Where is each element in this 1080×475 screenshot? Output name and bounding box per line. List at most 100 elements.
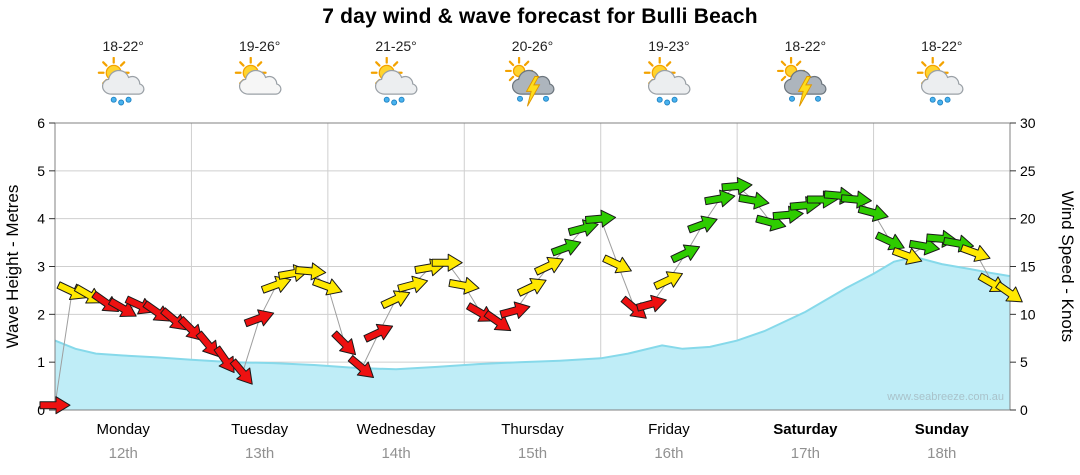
- left-axis-tick-label: 1: [37, 354, 45, 370]
- wind-arrow-icon: [107, 297, 137, 317]
- sun-ray: [238, 61, 245, 67]
- wind-arrow-icon: [534, 256, 564, 276]
- wind-arrow-icon: [331, 330, 357, 356]
- wind-arrow-icon: [56, 281, 87, 301]
- cloud-icon: [647, 69, 691, 95]
- left-axis-tick-label: 5: [37, 163, 45, 179]
- rain-drop-icon: [929, 96, 936, 103]
- day-column-sunday: 18-22°: [874, 38, 1010, 109]
- right-axis-tick-label: 0: [1020, 402, 1028, 418]
- date-label: 16th: [654, 445, 683, 462]
- sun-ray: [102, 61, 108, 67]
- day-column-thursday: 20-26°: [465, 38, 601, 109]
- lightning-icon: [798, 76, 813, 107]
- sun-ray: [375, 61, 381, 67]
- wind-arrow-icon: [567, 219, 599, 237]
- date-label: 14th: [381, 445, 410, 462]
- wind-arrow-icon: [891, 247, 923, 265]
- wind-arrow-icon: [39, 396, 71, 415]
- right-axis-tick-label: 20: [1020, 211, 1036, 227]
- wind-arrow-icon: [499, 301, 531, 319]
- sun-ray: [256, 61, 262, 67]
- sun-ray: [648, 61, 654, 67]
- rain-drop-icon: [391, 99, 398, 106]
- rain-drop-icon: [542, 95, 549, 102]
- date-label: 12th: [109, 445, 138, 462]
- rain-drop-icon: [944, 96, 951, 103]
- wind-arrow-icon: [466, 302, 495, 322]
- temp-range: 19-26°: [238, 38, 281, 54]
- left-axis-label: Wave Height - Metres: [3, 185, 22, 349]
- page-title: 7 day wind & wave forecast for Bulli Bea…: [322, 5, 758, 28]
- sun-ray: [938, 61, 945, 67]
- wind-arrow-icon: [347, 355, 374, 379]
- right-axis-tick-label: 10: [1020, 306, 1036, 322]
- right-axis-tick-label: 5: [1020, 354, 1028, 370]
- right-axis-tick-label: 15: [1020, 259, 1036, 275]
- right-axis-tick-label: 30: [1020, 115, 1036, 131]
- day-column-tuesday: 19-26°: [192, 38, 328, 109]
- sun-ray: [781, 75, 787, 82]
- rain-drop-icon: [664, 99, 671, 106]
- wind-arrow-icon: [550, 238, 582, 257]
- rain-drop-icon: [815, 95, 822, 102]
- forecast-header: 18-22° 19-26° 21-25° 20-26° 19-23° 18-22° 18-2…: [0, 0, 1080, 120]
- rain-drop-icon: [110, 96, 117, 103]
- wind-arrow-icon: [177, 316, 203, 341]
- wind-arrow-icon: [397, 275, 429, 294]
- right-axis-label: Wind Speed - Knots: [1058, 191, 1077, 342]
- left-axis-tick-label: 2: [37, 306, 45, 322]
- right-axis-tick-label: 25: [1020, 163, 1036, 179]
- wind-arrow-icon: [295, 262, 327, 281]
- weather-sun-cloud-rain-icon: [370, 57, 418, 106]
- wind-arrow-icon: [243, 309, 275, 328]
- day-label: Sunday: [915, 421, 970, 438]
- date-label: 18th: [927, 445, 956, 462]
- weather-sun-cloud-icon: [234, 57, 282, 95]
- day-label: Thursday: [501, 421, 564, 438]
- wind-arrow-icon: [653, 271, 683, 290]
- date-label: 13th: [245, 445, 274, 462]
- cloud-icon: [102, 69, 145, 95]
- wind-arrow-icon: [960, 244, 991, 262]
- sun-ray: [508, 60, 514, 67]
- weather-sun-cloud-rain-icon: [643, 57, 691, 106]
- weather-storm-icon: [504, 57, 554, 107]
- wind-arrow-icon: [363, 323, 394, 343]
- wave-height-line: [54, 255, 1011, 371]
- wind-arrow-icon: [431, 253, 463, 272]
- rain-drop-icon: [516, 95, 523, 102]
- wind-arrow-icon: [857, 204, 889, 222]
- watermark: www.seabreeze.com.au: [886, 391, 1004, 403]
- sun-ray: [392, 61, 399, 67]
- wind-arrow-icon: [448, 276, 480, 295]
- wind-arrow-icon: [483, 310, 512, 332]
- wind-arrow-icon: [636, 294, 667, 313]
- rain-drop-icon: [125, 96, 132, 103]
- wind-arrow-icon: [260, 275, 292, 294]
- wind-arrow-icon: [721, 177, 753, 195]
- wind-arrow-icon: [772, 205, 804, 224]
- cloud-icon: [375, 69, 418, 95]
- temp-range: 18-22°: [784, 38, 827, 54]
- wind-arrow-icon: [516, 277, 547, 297]
- day-label: Monday: [97, 421, 151, 438]
- temp-range: 20-26°: [511, 38, 554, 54]
- lightning-icon: [525, 76, 540, 107]
- rain-drop-icon: [398, 96, 405, 103]
- day-column-saturday: 18-22°: [737, 38, 873, 109]
- wind-arrow-icon: [312, 277, 343, 296]
- day-column-monday: 18-22°: [55, 38, 191, 109]
- rain-drop-icon: [789, 95, 796, 102]
- left-axis-tick-label: 3: [37, 259, 45, 275]
- wind-arrow-icon: [142, 300, 171, 322]
- day-label: Saturday: [773, 421, 838, 438]
- date-label: 17th: [791, 445, 820, 462]
- day-column-wednesday: 21-25°: [328, 38, 464, 109]
- wind-arrow-icon: [704, 189, 736, 208]
- wind-arrow-icon: [840, 190, 872, 209]
- temp-range: 21-25°: [375, 38, 417, 54]
- wind-arrow-icon: [160, 307, 187, 331]
- weather-storm-icon: [777, 57, 827, 107]
